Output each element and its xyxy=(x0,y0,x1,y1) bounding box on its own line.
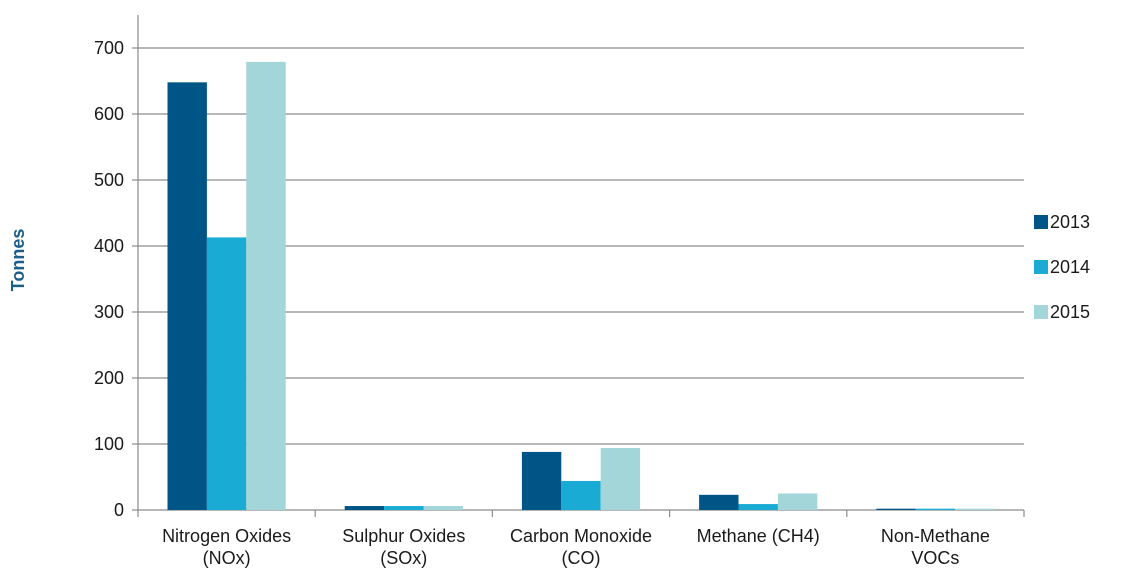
category-label: (CO) xyxy=(562,548,601,568)
y-tick-label: 400 xyxy=(94,236,124,256)
bar-2013 xyxy=(344,506,385,510)
category-label: Sulphur Oxides xyxy=(342,526,465,546)
bar-2014 xyxy=(206,237,247,511)
bar-2015 xyxy=(423,506,463,510)
y-tick-labels: 0 100 200 300 400 500 600 700 xyxy=(94,38,124,520)
bar-2013 xyxy=(167,82,207,510)
category-label: Non-Methane xyxy=(881,526,990,546)
category-label: VOCs xyxy=(911,548,959,568)
bar-2014 xyxy=(915,508,956,510)
legend-label: 2015 xyxy=(1050,302,1090,322)
bar-2013 xyxy=(876,508,916,510)
y-tick-label: 200 xyxy=(94,368,124,388)
category-labels: Nitrogen Oxides(NOx) Sulphur Oxides(SOx) C… xyxy=(162,526,990,568)
bar-2015 xyxy=(777,493,818,510)
category-label: (NOx) xyxy=(203,548,251,568)
y-tick-label: 300 xyxy=(94,302,124,322)
y-tick-label: 500 xyxy=(94,170,124,190)
bar-2014 xyxy=(384,506,424,510)
legend: 2013 2014 2015 xyxy=(1034,212,1090,322)
y-tick-label: 0 xyxy=(114,500,124,520)
y-tick-label: 100 xyxy=(94,434,124,454)
bar-2015 xyxy=(600,447,641,510)
legend-swatch-2013 xyxy=(1034,215,1048,229)
legend-swatch-2015 xyxy=(1034,305,1048,319)
category-label: Nitrogen Oxides xyxy=(162,526,291,546)
category-label: (SOx) xyxy=(380,548,427,568)
y-tick-label: 600 xyxy=(94,104,124,124)
y-axis-label: Tonnes xyxy=(8,229,28,292)
legend-label: 2014 xyxy=(1050,257,1090,277)
bar-2013 xyxy=(699,494,739,510)
bars xyxy=(167,61,995,511)
legend-swatch-2014 xyxy=(1034,260,1048,274)
bar-2013 xyxy=(521,451,562,510)
category-label: Methane (CH4) xyxy=(697,526,820,546)
bar-2015 xyxy=(246,61,286,511)
bar-2014 xyxy=(561,480,601,510)
y-tick-label: 700 xyxy=(94,38,124,58)
bar-2015 xyxy=(955,508,995,510)
bar-2014 xyxy=(738,504,778,510)
category-label: Carbon Monoxide xyxy=(510,526,652,546)
legend-label: 2013 xyxy=(1050,212,1090,232)
